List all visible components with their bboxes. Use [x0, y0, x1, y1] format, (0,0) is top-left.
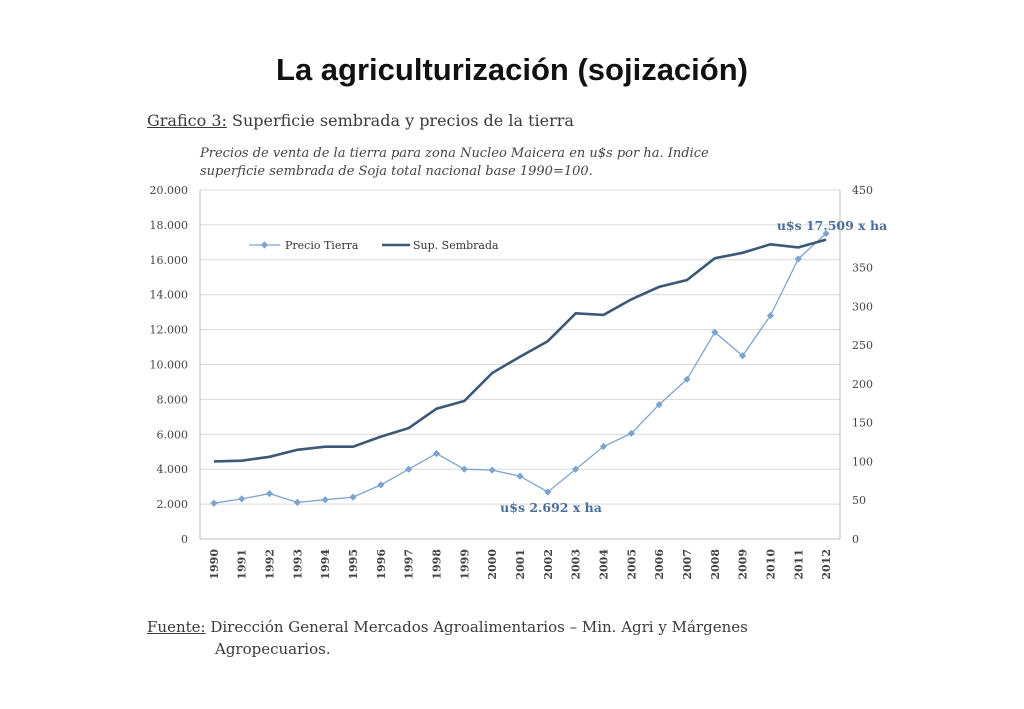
y-right-tick-label: 200 [852, 378, 873, 391]
legend-precio-tierra-label: Precio Tierra [285, 239, 359, 252]
precio-tierra-point [293, 498, 301, 506]
precio-tierra-point [321, 496, 329, 504]
source-label: Fuente: [147, 618, 206, 636]
precio-tierra-point [460, 465, 468, 473]
x-tick-label: 2002 [542, 549, 555, 580]
precio-tierra-point [516, 472, 524, 480]
precio-tierra-point [822, 229, 830, 238]
precio-tierra-point [627, 429, 635, 438]
y-right-tick-label: 0 [852, 533, 859, 546]
precio-tierra-point [238, 495, 246, 503]
x-tick-label: 2011 [792, 549, 805, 580]
y-left-tick-label: 18.000 [150, 219, 189, 232]
chart-heading: Grafico 3: Superficie sembrada y precios… [147, 111, 574, 130]
y-left-tick-label: 14.000 [150, 289, 189, 302]
y-left-tick-label: 4.000 [157, 463, 189, 476]
x-tick-label: 2003 [570, 549, 583, 580]
precio-tierra-line [213, 233, 827, 504]
x-tick-label: 2006 [653, 549, 666, 580]
sup-sembrada-line [213, 238, 827, 463]
x-tick-label: 1995 [347, 549, 360, 580]
annotation-max-price: u$s 17.509 x ha [777, 218, 887, 233]
chart-subtitle-line-2: superficie sembrada de Soja total nacion… [200, 164, 593, 179]
precio-tierra-point [265, 490, 274, 498]
chart-subtitle: Precios de venta de la tierra para zona … [200, 145, 820, 181]
x-tick-label: 1999 [458, 549, 471, 580]
x-tick-label: 2001 [514, 549, 527, 580]
precio-tierra-point [655, 401, 663, 409]
y-right-tick-label: 150 [852, 417, 873, 430]
source-line-1: Dirección General Mercados Agroalimentar… [210, 618, 748, 636]
precio-tierra-point [488, 466, 496, 474]
x-tick-label: 1994 [319, 549, 332, 580]
annotation-min-price: u$s 2.692 x ha [500, 500, 602, 515]
y-right-tick-label: 250 [852, 339, 873, 352]
x-tick-label: 1993 [291, 549, 304, 580]
y-left-tick-label: 2.000 [157, 498, 189, 511]
precio-tierra-point [766, 312, 775, 320]
x-tick-label: 1996 [375, 549, 388, 580]
legend-precio-tierra-marker [260, 241, 269, 249]
y-left-tick-label: 10.000 [150, 359, 189, 372]
x-tick-label: 2008 [709, 549, 722, 580]
precio-tierra-point [377, 481, 385, 489]
y-right-tick-label: 300 [852, 300, 873, 313]
precio-tierra-point [349, 493, 357, 501]
chart-heading-label: Grafico 3: [147, 111, 227, 130]
y-left-tick-label: 0 [181, 533, 188, 546]
source-line-2: Agropecuarios. [215, 640, 331, 658]
y-left-tick-label: 8.000 [157, 393, 189, 406]
precio-tierra-point [711, 328, 719, 336]
y-left-tick-label: 16.000 [150, 254, 189, 267]
x-tick-label: 2004 [597, 549, 610, 580]
y-right-tick-label: 350 [852, 262, 873, 275]
x-tick-label: 2009 [737, 549, 750, 580]
chart-subtitle-line-1: Precios de venta de la tierra para zona … [200, 146, 709, 161]
precio-tierra-point [544, 488, 552, 496]
y-right-tick-label: 450 [852, 184, 873, 197]
x-tick-label: 1991 [236, 549, 249, 580]
precio-tierra-point [432, 449, 441, 458]
slide-title: La agriculturización (sojización) [276, 52, 748, 87]
x-tick-label: 2010 [764, 549, 777, 580]
y-left-tick-label: 20.000 [150, 184, 189, 197]
x-tick-label: 1998 [431, 549, 444, 580]
precio-tierra-point [739, 352, 747, 360]
precio-tierra-point [405, 465, 413, 473]
x-tick-label: 2000 [486, 549, 499, 580]
x-tick-label: 1997 [403, 549, 416, 580]
source-note: Fuente: Dirección General Mercados Agroa… [147, 616, 748, 660]
precio-tierra-point [599, 442, 608, 451]
y-right-tick-label: 100 [852, 455, 873, 468]
chart-heading-text: Superficie sembrada y precios de la tier… [231, 111, 574, 130]
y-right-tick-label: 50 [852, 494, 866, 507]
y-left-tick-label: 12.000 [150, 324, 189, 337]
precio-tierra-point [210, 499, 218, 507]
precio-tierra-point [794, 255, 802, 263]
x-tick-label: 2012 [820, 549, 833, 580]
x-tick-label: 1990 [208, 549, 221, 580]
precio-tierra-point [683, 375, 691, 383]
x-tick-label: 2007 [681, 549, 694, 580]
x-tick-label: 1992 [264, 549, 277, 580]
precio-tierra-point [572, 465, 580, 473]
legend-sup-sembrada-label: Sup. Sembrada [413, 239, 499, 252]
x-tick-label: 2005 [625, 549, 638, 580]
y-left-tick-label: 6.000 [157, 428, 189, 441]
